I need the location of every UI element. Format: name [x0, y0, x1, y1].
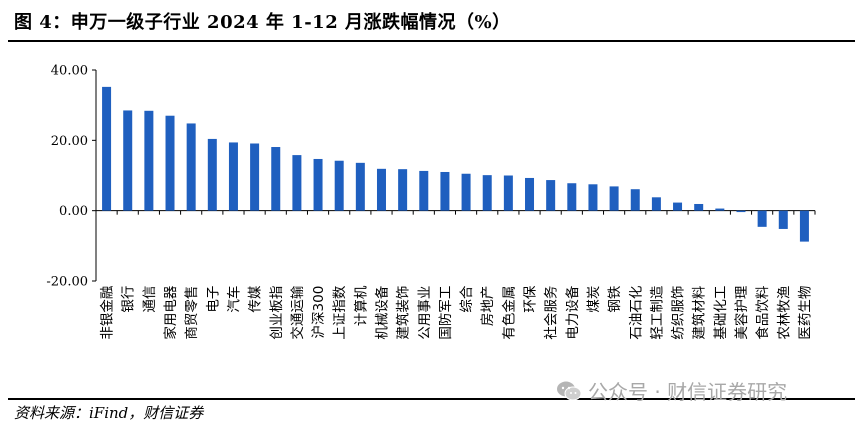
x-tick-label: 公用事业 — [417, 286, 433, 340]
source-note: 资料来源：iFind，财信证券 — [14, 404, 204, 422]
x-tick-label: 计算机 — [353, 285, 369, 326]
x-tick-label: 轻工制造 — [649, 285, 665, 339]
bar — [271, 147, 281, 211]
watermark-text: 公众号 · 财信证券研究 — [588, 380, 788, 404]
x-tick-label: 家用电器 — [162, 285, 179, 339]
figure-title: 图 4：申万一级子行业 2024 年 1-12 月涨跌幅情况（%） — [14, 12, 511, 33]
wechat-icon — [557, 381, 582, 400]
bar — [567, 183, 577, 211]
bar — [757, 210, 767, 227]
bar — [482, 175, 492, 211]
x-tick-label: 非银金融 — [100, 285, 116, 339]
y-tick-label: 0.00 — [59, 204, 88, 219]
bar — [313, 158, 323, 211]
bar — [419, 170, 429, 211]
bar — [461, 173, 471, 211]
x-tick-label: 有色金属 — [500, 286, 517, 340]
x-tick-label: 医药生物 — [797, 286, 813, 340]
bar — [588, 184, 598, 211]
x-tick-label: 上证指数 — [332, 285, 348, 339]
bar — [736, 210, 746, 213]
y-tick-label: 40.00 — [51, 64, 88, 79]
x-tick-label: 综合 — [459, 285, 475, 312]
x-tick-label: 煤炭 — [586, 286, 602, 313]
y-tick-label: -20.00 — [46, 275, 88, 290]
x-tick-label: 社会服务 — [544, 286, 560, 340]
x-tick-label: 传媒 — [248, 285, 264, 312]
bar — [376, 168, 386, 211]
bar — [799, 210, 809, 242]
x-tick-label: 食品饮料 — [754, 285, 771, 339]
bar — [630, 189, 640, 211]
x-tick-label: 沪深300 — [311, 286, 327, 339]
bar — [250, 143, 260, 211]
bar-chart: 40.00 20.00 0.00 -20.00 非银金融 银行 通信 家用电器 商贸零售 电子 汽车… — [46, 64, 816, 340]
x-tick-label: 钢铁 — [607, 285, 623, 312]
bar — [228, 142, 238, 211]
x-tick-label: 商贸零售 — [184, 286, 200, 340]
bar — [546, 180, 556, 211]
bottom-rule — [8, 398, 855, 400]
bar — [165, 115, 175, 211]
bar — [694, 203, 704, 211]
x-tick-label: 国防军工 — [438, 286, 454, 340]
x-tick-label: 电力设备 — [564, 285, 581, 339]
bar — [207, 138, 217, 211]
bar — [525, 177, 535, 211]
x-tick-label: 创业板指 — [269, 286, 285, 340]
x-tick-label: 基础化工 — [712, 286, 729, 340]
bar — [123, 110, 133, 211]
bar — [778, 210, 788, 229]
figure-header: 图 4：申万一级子行业 2024 年 1-12 月涨跌幅情况（%） — [8, 0, 855, 40]
bar — [398, 169, 408, 211]
x-tick-label: 建筑材料 — [692, 285, 708, 339]
x-tick-label: 纺织服饰 — [671, 286, 687, 340]
x-tick-label: 农林牧渔 — [776, 286, 792, 340]
watermark: 公众号 · 财信证券研究 — [556, 376, 787, 405]
x-tick-label: 交通运输 — [289, 285, 306, 339]
bar — [673, 202, 683, 211]
x-tick-label: 环保 — [523, 285, 539, 312]
bar — [355, 162, 365, 211]
top-rule — [8, 40, 855, 42]
x-tick-label: 机械设备 — [373, 285, 390, 339]
bar — [102, 86, 112, 211]
x-tick-label: 汽车 — [225, 286, 242, 313]
x-tick-label: 建筑装饰 — [396, 286, 412, 340]
bar — [292, 155, 302, 211]
bar — [440, 171, 450, 211]
bar — [334, 160, 344, 211]
bar — [144, 110, 154, 211]
bar — [503, 175, 513, 211]
y-tick-label: 20.00 — [51, 134, 88, 149]
bar — [609, 186, 619, 211]
bar — [651, 197, 661, 211]
x-tick-label: 通信 — [142, 286, 158, 313]
bar — [186, 123, 196, 211]
x-tick-label: 房地产 — [480, 286, 496, 327]
x-tick-label: 电子 — [205, 286, 221, 313]
x-tick-label: 美容护理 — [733, 285, 750, 339]
x-tick-label: 石油石化 — [628, 286, 644, 340]
x-tick-label: 银行 — [121, 286, 137, 313]
bar — [715, 208, 725, 211]
